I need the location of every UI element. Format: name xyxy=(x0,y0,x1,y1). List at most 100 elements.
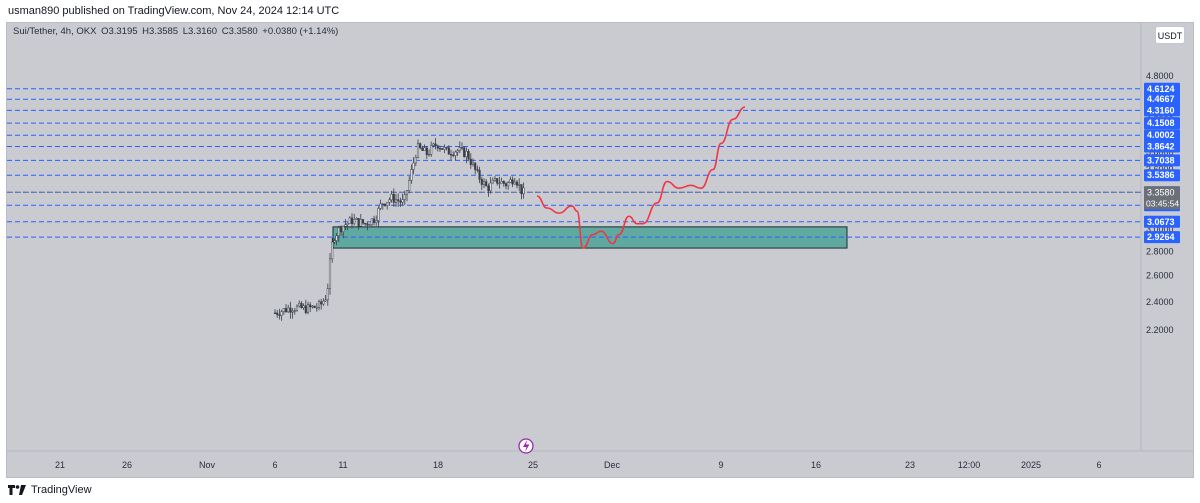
time-axis-tick: 16 xyxy=(811,460,821,470)
candle-body xyxy=(377,208,380,221)
candle-body xyxy=(416,143,420,158)
candle-body xyxy=(293,310,296,312)
currency-button[interactable]: USDT xyxy=(1155,26,1185,44)
candle-body xyxy=(315,307,318,309)
level-price-label: 4.3160 xyxy=(1144,104,1180,117)
svg-text:4.6124: 4.6124 xyxy=(1147,84,1175,94)
legend-symbol[interactable]: Sui/Tether, 4h, OKX xyxy=(13,26,97,37)
candle-body xyxy=(430,145,433,155)
candle-body xyxy=(509,179,512,183)
candle-body xyxy=(280,311,283,316)
time-axis-tick: 26 xyxy=(122,460,132,470)
candle-body xyxy=(522,187,525,195)
candle-body xyxy=(370,218,373,226)
candle-body xyxy=(518,184,521,186)
countdown-label: 03:45:54 xyxy=(1146,198,1179,208)
candle-body xyxy=(498,182,501,185)
candle-body xyxy=(438,147,442,150)
candle-body xyxy=(408,180,411,191)
level-price-label: 3.0673 xyxy=(1144,215,1180,228)
time-axis-tick: 11 xyxy=(338,460,347,470)
candle-body xyxy=(414,156,417,164)
candle-body xyxy=(460,147,464,149)
candle-body xyxy=(456,150,459,153)
candle-body xyxy=(392,193,395,203)
time-axis-tick: Dec xyxy=(604,460,621,470)
time-axis-tick: 23 xyxy=(905,460,915,470)
candle-body xyxy=(366,223,369,226)
candle-body xyxy=(273,312,277,314)
svg-text:4.1508: 4.1508 xyxy=(1147,118,1175,128)
level-price-label: 4.1508 xyxy=(1144,117,1180,130)
candle-body xyxy=(491,180,494,184)
footer: TradingView xyxy=(0,478,1200,503)
candle-body xyxy=(364,222,367,225)
candle-body xyxy=(478,169,481,180)
level-price-label: 4.0002 xyxy=(1144,129,1180,142)
legend-change: +0.0380 (+1.14%) xyxy=(262,26,339,37)
level-price-label: 4.4667 xyxy=(1144,93,1180,106)
candle-body xyxy=(394,199,398,203)
candle-body xyxy=(441,148,444,150)
candle-body xyxy=(282,308,285,312)
candle-body xyxy=(454,151,457,156)
candle-body xyxy=(447,147,450,155)
time-axis-tick: 25 xyxy=(528,460,538,470)
time-axis-tick: 6 xyxy=(272,460,277,470)
candle-body xyxy=(504,183,508,187)
candle-body xyxy=(309,304,312,308)
candle-body xyxy=(291,310,294,313)
time-axis-tick: 2025 xyxy=(1021,460,1041,470)
price-axis-tick: 2.2000 xyxy=(1146,325,1174,335)
candle-body xyxy=(350,217,354,225)
svg-text:3.8642: 3.8642 xyxy=(1147,141,1175,151)
candle-body xyxy=(342,225,345,232)
chart-background xyxy=(7,23,1193,477)
legend-low: L3.3160 xyxy=(182,26,218,37)
candle-body xyxy=(322,300,325,305)
time-axis-tick: Nov xyxy=(199,460,216,470)
candle-body xyxy=(469,158,472,165)
chart-canvas[interactable]: 4.80004.40004.20003.80003.60003.00002.80… xyxy=(7,23,1193,477)
candle-body xyxy=(326,288,329,301)
candle-body xyxy=(476,169,479,171)
time-axis-tick: 6 xyxy=(1096,460,1101,470)
price-axis-tick: 2.4000 xyxy=(1146,297,1174,307)
candle-body xyxy=(302,305,305,308)
level-price-label: 4.6124 xyxy=(1144,82,1180,95)
candle-body xyxy=(507,182,510,187)
candle-body xyxy=(337,227,340,236)
candle-body xyxy=(443,147,446,150)
candle-body xyxy=(300,302,303,308)
candle-body xyxy=(496,178,499,184)
candle-body xyxy=(500,181,503,184)
last-price-label-bg xyxy=(1144,186,1180,210)
candle-body xyxy=(427,153,431,156)
candle-body xyxy=(452,154,455,156)
candle-body xyxy=(372,218,376,223)
candle-body xyxy=(386,202,389,206)
candle-body xyxy=(511,179,514,185)
candle-body xyxy=(328,258,332,289)
level-price-label: 2.9264 xyxy=(1144,231,1180,244)
symbol-legend: Sui/Tether, 4h, OKX O3.3195 H3.3585 L3.3… xyxy=(13,26,338,37)
candle-body xyxy=(423,147,426,151)
legend-open: O3.3195 xyxy=(101,26,138,37)
candle-body xyxy=(306,304,310,313)
tradingview-logo[interactable]: TradingView xyxy=(8,484,92,496)
level-price-label: 3.5386 xyxy=(1144,169,1180,182)
chart-pane[interactable]: 4.80004.40004.20003.80003.60003.00002.80… xyxy=(6,22,1194,478)
candle-body xyxy=(434,143,437,146)
time-axis-tick: 9 xyxy=(718,460,723,470)
candle-body xyxy=(449,154,453,156)
projection-path[interactable] xyxy=(536,106,746,249)
candle-body xyxy=(445,147,448,149)
candle-body xyxy=(298,302,301,307)
price-axis-tick: 2.8000 xyxy=(1146,247,1174,257)
candle-body xyxy=(379,203,382,209)
price-axis-tick: 2.6000 xyxy=(1146,271,1174,281)
svg-text:2.9264: 2.9264 xyxy=(1147,232,1175,242)
candle-body xyxy=(368,224,371,226)
candle-body xyxy=(425,147,428,155)
time-axis-tick: 12:00 xyxy=(958,460,981,470)
